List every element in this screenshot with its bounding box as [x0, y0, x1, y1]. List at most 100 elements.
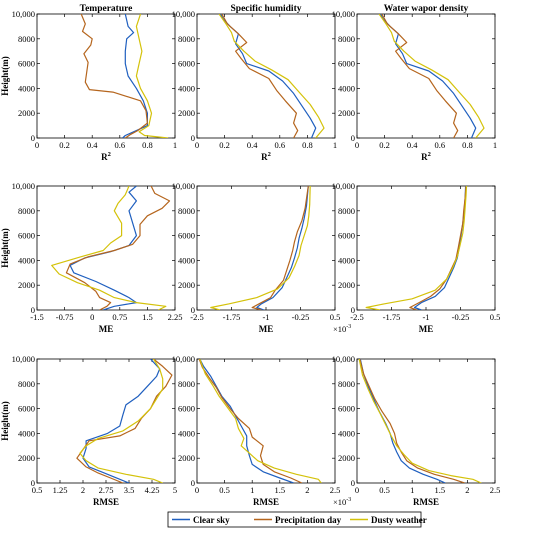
- series-line-2: [381, 14, 459, 138]
- x-tick-label: 2: [81, 485, 85, 495]
- y-tick-label: 8000: [338, 379, 355, 389]
- axes-frame: [356, 358, 496, 484]
- y-tick-label: 4000: [338, 83, 355, 93]
- x-axis-label: R2: [261, 151, 271, 162]
- x-tick-label: 0.5: [219, 485, 230, 495]
- series-line-1: [256, 186, 309, 310]
- y-tick-label: 8000: [178, 206, 195, 216]
- x-tick-label: 0.75: [112, 312, 127, 322]
- subplot-3-1: 0.5 1.25 2 2.75 3.5 4.25 5 0 2000 4000 6000 8000 10,…: [0, 354, 177, 507]
- series-line-2: [221, 14, 299, 138]
- x-tick-label: 1: [333, 140, 337, 150]
- y-tick-label: 6000: [18, 404, 35, 414]
- y-tick-label: 0: [31, 478, 35, 488]
- x-scale-factor: ×10-3: [333, 324, 351, 334]
- series-line-2: [80, 14, 148, 138]
- x-tick-label: -1: [262, 312, 269, 322]
- y-tick-label: 8000: [338, 34, 355, 44]
- subplot-title: Temperature: [80, 4, 133, 14]
- y-tick-label: 4000: [178, 83, 195, 93]
- y-tick-label: 4000: [18, 255, 35, 265]
- x-tick-label: 1: [250, 485, 254, 495]
- legend-item: Precipitation day: [254, 515, 342, 525]
- series-line-3: [199, 359, 322, 483]
- subplot-1-3: 0 0.2 0.4 0.6 0.8 1 0 2000 4000 6000 8000 10,000 Wat…: [332, 4, 498, 162]
- y-tick-label: 8000: [18, 379, 35, 389]
- y-tick-label: 8000: [178, 379, 195, 389]
- x-tick-label: -0.25: [292, 312, 310, 322]
- y-tick-label: 0: [191, 133, 195, 143]
- axes-frame: [36, 185, 176, 311]
- series-line-3: [218, 14, 325, 138]
- y-tick-label: 10,000: [172, 9, 195, 19]
- x-tick-label: 0.6: [434, 140, 445, 150]
- x-tick-label: 0.2: [219, 140, 230, 150]
- x-tick-label: -2.5: [190, 312, 203, 322]
- y-tick-label: 10,000: [332, 181, 355, 191]
- x-axis-label: R2: [421, 151, 431, 162]
- y-tick-label: 0: [31, 305, 35, 315]
- series-line-3: [51, 186, 167, 310]
- y-tick-label: 8000: [18, 206, 35, 216]
- x-tick-label: 1.5: [434, 485, 445, 495]
- y-tick-label: 6000: [338, 231, 355, 241]
- subplot-title: Water wapor density: [384, 4, 469, 14]
- x-tick-label: 0.8: [302, 140, 313, 150]
- x-axis-label: RMSE: [93, 497, 119, 507]
- y-tick-label: 6000: [18, 59, 35, 69]
- x-axis-label: ME: [259, 324, 274, 334]
- y-tick-label: 2000: [338, 108, 355, 118]
- x-tick-label: 4.25: [145, 485, 160, 495]
- y-tick-label: 2000: [338, 280, 355, 290]
- x-tick-label: 1.25: [53, 485, 68, 495]
- y-tick-label: 2000: [178, 280, 195, 290]
- x-axis-label: ME: [99, 324, 114, 334]
- y-tick-label: 4000: [338, 255, 355, 265]
- x-tick-label: 0: [90, 312, 94, 322]
- axes-frame: [36, 358, 176, 484]
- y-tick-label: 6000: [178, 59, 195, 69]
- x-tick-label: -0.25: [452, 312, 470, 322]
- y-tick-label: 10,000: [332, 9, 355, 19]
- y-tick-label: 2000: [338, 453, 355, 463]
- legend-item: Dusty weather: [350, 515, 427, 525]
- x-tick-label: 1.5: [274, 485, 285, 495]
- x-tick-label: 0: [35, 140, 39, 150]
- legend-item: Clear sky: [172, 515, 230, 525]
- x-tick-label: 2: [305, 485, 309, 495]
- y-tick-label: 6000: [338, 59, 355, 69]
- x-tick-label: -1.75: [223, 312, 241, 322]
- y-tick-label: 6000: [178, 231, 195, 241]
- series-line-1: [82, 359, 161, 483]
- legend-box: [167, 511, 422, 528]
- x-tick-label: -2.5: [350, 312, 363, 322]
- subplot-3-3: 0 0.5 1 1.5 2 2.5 0 2000 4000 6000 8000 10,000 RMSE: [332, 354, 501, 507]
- subplot-2-1: -1.5 -0.75 0 0.75 1.5 2.25 0 2000 4000 6000 8000 10…: [0, 181, 182, 334]
- y-tick-label: 2000: [178, 108, 195, 118]
- x-tick-label: 0.6: [274, 140, 285, 150]
- x-tick-label: 3.5: [124, 485, 135, 495]
- y-tick-label: 10,000: [12, 181, 35, 191]
- x-tick-label: 1: [410, 485, 414, 495]
- x-scale-factor: ×10-3: [333, 497, 351, 507]
- legend-label: Clear sky: [193, 515, 230, 525]
- legend-label: Dusty weather: [371, 515, 427, 525]
- x-tick-label: -1: [422, 312, 429, 322]
- series-line-3: [358, 359, 482, 483]
- axes-frame: [196, 358, 336, 484]
- x-tick-label: 0.4: [407, 140, 418, 150]
- legend-label: Precipitation day: [275, 515, 342, 525]
- x-tick-label: 0.5: [490, 312, 501, 322]
- y-tick-label: 10,000: [172, 181, 195, 191]
- x-tick-label: 0: [355, 140, 359, 150]
- x-tick-label: 2.5: [330, 485, 341, 495]
- x-tick-label: -0.75: [56, 312, 74, 322]
- y-tick-label: 4000: [338, 428, 355, 438]
- y-tick-label: 6000: [338, 404, 355, 414]
- y-tick-label: 4000: [178, 255, 195, 265]
- subplot-1-1: 0 0.2 0.4 0.6 0.8 1 0 2000 4000 6000 8000 10,000 Tem…: [0, 4, 177, 162]
- y-tick-label: 4000: [178, 428, 195, 438]
- x-tick-label: 1: [493, 140, 497, 150]
- series-line-3: [135, 14, 169, 138]
- series-line-2: [76, 359, 173, 483]
